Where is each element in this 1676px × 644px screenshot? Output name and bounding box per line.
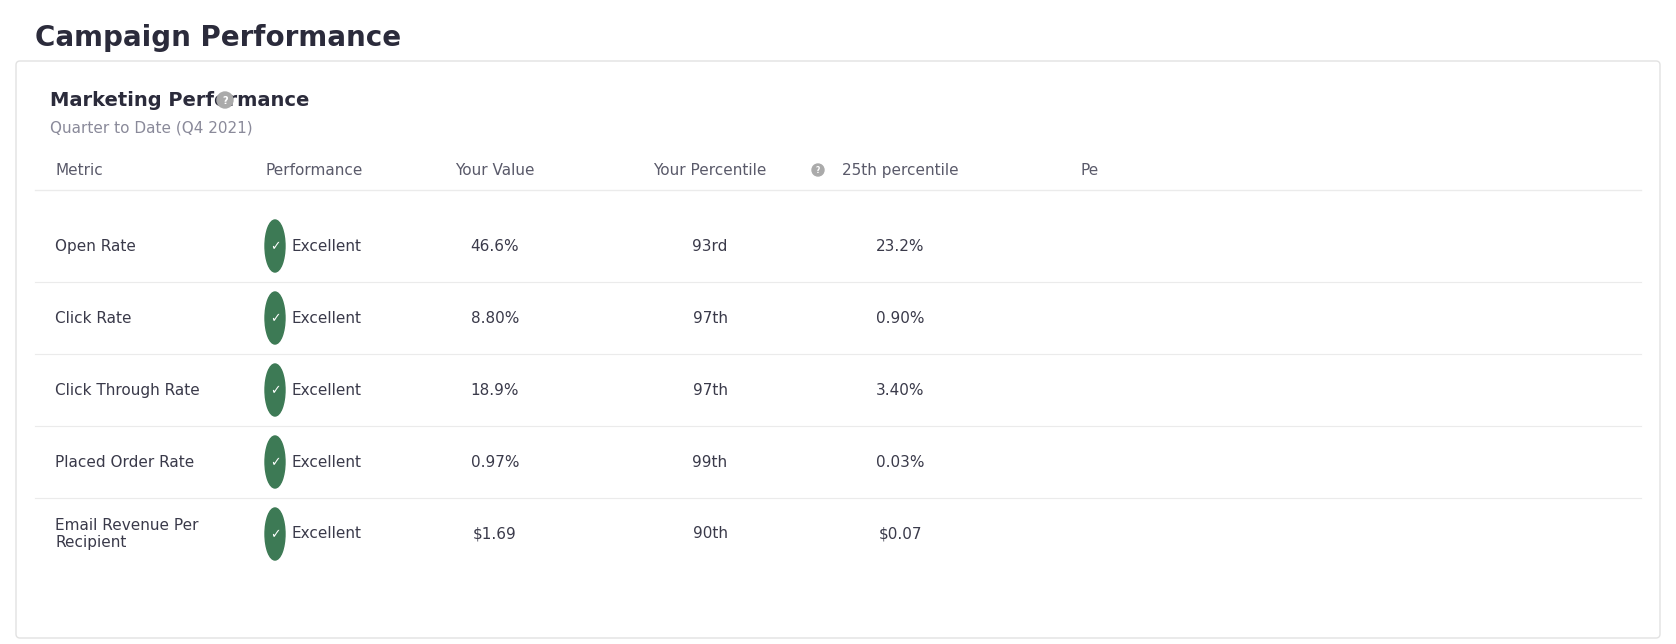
Text: 93rd: 93rd <box>692 238 727 254</box>
Text: 23.2%: 23.2% <box>877 238 923 254</box>
Text: Marketing Performance: Marketing Performance <box>50 91 310 109</box>
Text: ?: ? <box>223 95 228 106</box>
Text: Excellent: Excellent <box>292 455 360 469</box>
Ellipse shape <box>265 292 285 344</box>
Text: 46.6%: 46.6% <box>471 238 520 254</box>
Text: 25th percentile: 25th percentile <box>841 162 959 178</box>
Text: Performance: Performance <box>265 162 362 178</box>
Circle shape <box>811 164 825 176</box>
Text: Quarter to Date (Q4 2021): Quarter to Date (Q4 2021) <box>50 120 253 135</box>
Text: Placed Order Rate: Placed Order Rate <box>55 455 194 469</box>
Text: Pe: Pe <box>1079 162 1098 178</box>
Text: 3.40%: 3.40% <box>877 383 923 397</box>
Ellipse shape <box>265 364 285 416</box>
Ellipse shape <box>265 436 285 488</box>
FancyBboxPatch shape <box>17 61 1659 638</box>
Text: Excellent: Excellent <box>292 383 360 397</box>
Text: $1.69: $1.69 <box>473 527 516 542</box>
Text: 0.03%: 0.03% <box>877 455 923 469</box>
Text: Your Percentile: Your Percentile <box>654 162 766 178</box>
Text: Email Revenue Per: Email Revenue Per <box>55 518 198 533</box>
Ellipse shape <box>265 508 285 560</box>
Text: Open Rate: Open Rate <box>55 238 136 254</box>
Text: 0.97%: 0.97% <box>471 455 520 469</box>
Text: 97th: 97th <box>692 310 727 325</box>
Text: ?: ? <box>816 166 820 175</box>
Text: 0.90%: 0.90% <box>877 310 923 325</box>
Text: ✓: ✓ <box>270 240 280 253</box>
Text: Click Rate: Click Rate <box>55 310 131 325</box>
Text: Recipient: Recipient <box>55 535 126 549</box>
Text: 99th: 99th <box>692 455 727 469</box>
Text: $0.07: $0.07 <box>878 527 922 542</box>
Text: 18.9%: 18.9% <box>471 383 520 397</box>
Text: Excellent: Excellent <box>292 238 360 254</box>
Text: ✓: ✓ <box>270 456 280 469</box>
Circle shape <box>216 92 233 108</box>
Text: 97th: 97th <box>692 383 727 397</box>
Text: ✓: ✓ <box>270 384 280 397</box>
Text: Your Value: Your Value <box>456 162 535 178</box>
Text: Campaign Performance: Campaign Performance <box>35 24 401 52</box>
Ellipse shape <box>265 220 285 272</box>
Text: ✓: ✓ <box>270 528 280 541</box>
Text: Excellent: Excellent <box>292 310 360 325</box>
Text: 90th: 90th <box>692 527 727 542</box>
Text: ✓: ✓ <box>270 312 280 325</box>
Text: Click Through Rate: Click Through Rate <box>55 383 199 397</box>
Text: Metric: Metric <box>55 162 102 178</box>
Text: Excellent: Excellent <box>292 527 360 542</box>
Text: 8.80%: 8.80% <box>471 310 520 325</box>
